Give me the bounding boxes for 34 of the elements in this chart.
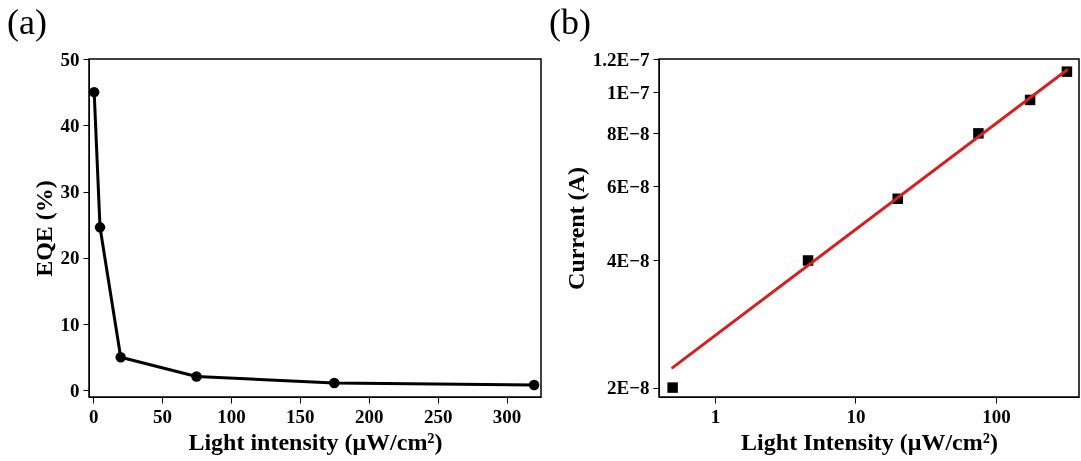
y-tick-label: 4E−8	[607, 249, 650, 271]
y-tick-label: 8E−8	[607, 122, 650, 144]
y-axis-title: EQE (%)	[30, 180, 57, 277]
point	[115, 352, 126, 363]
point	[329, 377, 340, 389]
x-tick-label: 50	[153, 405, 173, 427]
x-tick-label: 100	[982, 405, 1011, 427]
y-tick-label: 2E−8	[607, 377, 650, 399]
x-tick-label: 200	[354, 405, 384, 427]
x-tick-label: 0	[88, 405, 99, 427]
x-tick-label: 150	[286, 405, 315, 427]
point	[94, 222, 106, 233]
y-tick-label: 40	[60, 114, 80, 136]
y-tick-label: 50	[60, 48, 80, 70]
x-tick-label: 10	[846, 405, 866, 427]
x-tick-label: 300	[492, 405, 522, 427]
x-tick-label: 100	[217, 405, 246, 427]
x-tick-label: 1	[710, 405, 721, 427]
chart-title: (a)	[7, 2, 47, 42]
point	[88, 86, 100, 98]
y-tick-label: 6E−8	[607, 175, 650, 197]
point	[528, 379, 540, 391]
x-axis-title: Light intensity (μW/cm²)	[188, 428, 443, 455]
y-axis-title: Current (A)	[562, 167, 589, 290]
y-tick-label: 1E−7	[607, 81, 650, 103]
chart-title: (b)	[549, 2, 591, 42]
y-tick-label: 0	[70, 379, 80, 401]
x-tick-label: 250	[423, 405, 453, 427]
point	[191, 371, 202, 382]
x-axis-title: Light Intensity (μW/cm²)	[741, 428, 998, 455]
y-tick-label: 1.2E−7	[592, 48, 650, 70]
y-tick-label: 20	[60, 247, 80, 269]
y-tick-label: 30	[60, 181, 80, 203]
y-tick-label: 10	[60, 313, 80, 335]
